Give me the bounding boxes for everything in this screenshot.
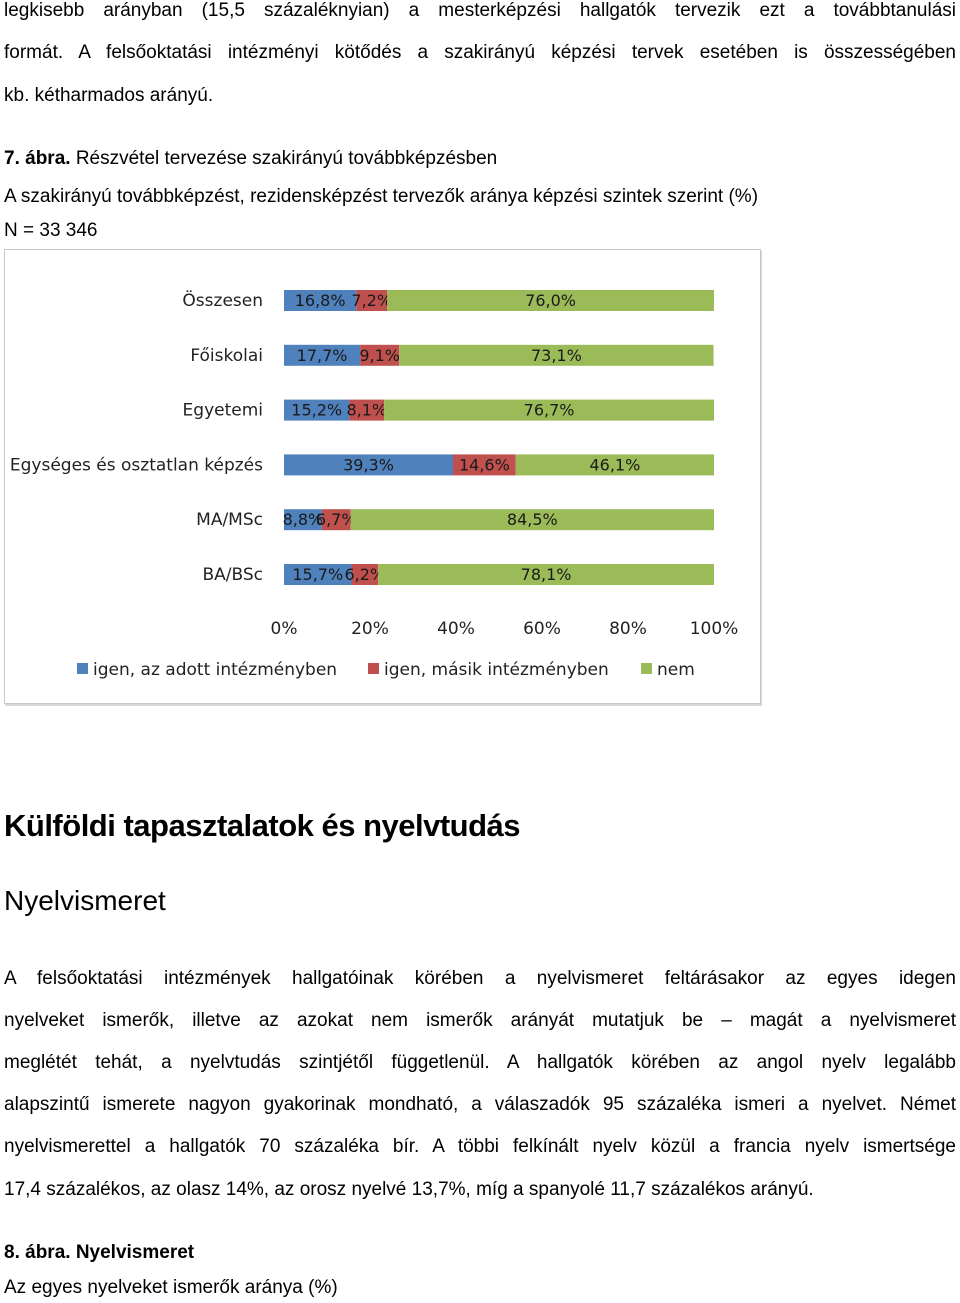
body-line-2: nyelveket ismerők, illetve az azokat nem…	[4, 1010, 956, 1031]
body-line-5: nyelvismerettel a hallgatók 70 százaléka…	[4, 1136, 956, 1157]
category-label: Egyetemi	[183, 401, 263, 421]
bar-segment	[349, 399, 385, 421]
legend-label: igen, az adott intézményben	[93, 660, 337, 680]
data-label: 6,7%	[316, 510, 357, 529]
stacked-bar-chart: Összesen 16,8% 7,2% 76,0% Főiskolai 17,7% 9,1%…	[10, 289, 739, 680]
bar-segment	[284, 290, 357, 311]
bar-segment	[284, 344, 361, 366]
legend-swatch	[641, 663, 652, 674]
chart-frame: Összesen 16,8% 7,2% 76,0% Főiskolai 17,7% 9,1%…	[4, 249, 761, 704]
figure-7-subtitle: A szakirányú továbbképzést, rezidensképz…	[4, 186, 759, 207]
data-label: 76,0%	[525, 291, 576, 310]
figure-8-number: 8. ábra.	[4, 1242, 71, 1263]
figure-8-subtitle: Az egyes nyelveket ismerők aránya (%)	[4, 1277, 338, 1298]
figure-8-title: Nyelvismeret	[75, 1242, 195, 1263]
category-label: Főiskolai	[190, 346, 263, 366]
data-label: 39,3%	[343, 455, 394, 474]
category-label: Összesen	[182, 289, 263, 311]
x-tick-label: 40%	[437, 619, 475, 639]
x-tick-label: 80%	[609, 619, 647, 639]
body-line-6: 17,4 százalékos, az olasz 14%, az orosz …	[4, 1179, 814, 1200]
data-label: 9,1%	[359, 346, 400, 365]
intro-line-3: kb. kétharmados arányú.	[4, 85, 214, 106]
category-label: BA/BSc	[202, 565, 263, 585]
data-label: 76,7%	[524, 401, 575, 420]
intro-line-1: legkisebb arányban (15,5 százaléknyian) …	[4, 0, 956, 21]
category-label: MA/MSc	[196, 510, 263, 530]
legend-label: igen, másik intézményben	[384, 660, 609, 680]
figure-8-caption: 8. ábra. Nyelvismeret	[4, 1242, 194, 1264]
x-tick-label: 20%	[351, 619, 389, 639]
data-label: 6,2%	[345, 565, 386, 584]
data-label: 15,2%	[291, 401, 342, 420]
bar-segment	[284, 399, 350, 421]
section-heading: Külföldi tapasztalatok és nyelvtudás	[4, 808, 521, 843]
body-line-3: meglétét tehát, a nyelvtudás szintjétől …	[4, 1052, 956, 1073]
bar-segment	[321, 509, 351, 531]
figure-7-number: 7. ábra.	[4, 148, 71, 169]
data-label: 46,1%	[589, 455, 640, 474]
bar-segment	[284, 509, 322, 531]
figure-7-caption: 7. ábra. Részvétel tervezése szakirányú …	[4, 148, 497, 170]
data-label: 17,7%	[297, 346, 348, 365]
bar-segment	[351, 564, 379, 585]
bar-segment	[350, 509, 714, 531]
figure-7-title: Részvétel tervezése szakirányú továbbkép…	[75, 148, 498, 169]
bar-segment	[515, 454, 714, 476]
body-line-1: A felsőoktatási intézmények hallgatóinak…	[4, 968, 956, 989]
bar-segment	[384, 399, 714, 421]
data-label: 16,8%	[295, 291, 346, 310]
bar-segment	[284, 564, 352, 585]
section-subheading: Nyelvismeret	[4, 885, 166, 916]
bar-segment	[399, 344, 714, 366]
data-label: 15,7%	[292, 565, 343, 584]
bar-segment	[284, 454, 453, 476]
bar-segment	[378, 564, 714, 585]
data-label: 14,6%	[459, 455, 510, 474]
bar-segment	[387, 290, 714, 311]
data-label: 73,1%	[531, 346, 582, 365]
x-tick-label: 0%	[271, 619, 298, 639]
bar-segment	[360, 344, 400, 366]
data-label: 84,5%	[507, 510, 558, 529]
data-label: 8,8%	[283, 510, 324, 529]
legend-swatch	[368, 663, 379, 674]
legend-label: nem	[657, 660, 695, 680]
legend-swatch	[77, 663, 88, 674]
x-tick-label: 100%	[690, 619, 739, 639]
bar-segment	[356, 290, 388, 311]
intro-line-2: formát. A felsőoktatási intézményi kötőd…	[4, 42, 956, 63]
data-label: 8,1%	[346, 401, 387, 420]
body-line-4: alapszintű ismerete nagyon gyakorinak mo…	[4, 1094, 956, 1115]
bar-segment	[452, 454, 516, 476]
data-label: 78,1%	[521, 565, 572, 584]
figure-7-n-label: N = 33 346	[4, 220, 98, 241]
data-label: 7,2%	[351, 291, 392, 310]
category-label: Egységes és osztatlan képzés	[10, 455, 263, 475]
x-tick-label: 60%	[523, 619, 561, 639]
